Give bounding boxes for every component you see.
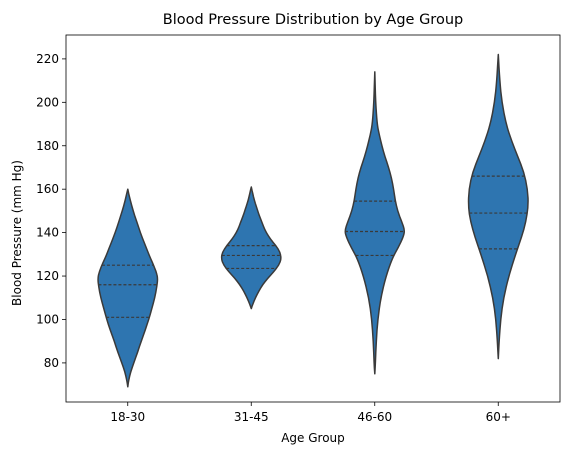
y-tick-label: 180 bbox=[36, 139, 59, 153]
y-axis-title: Blood Pressure (mm Hg) bbox=[10, 160, 24, 306]
violin-18-30 bbox=[97, 188, 159, 388]
x-tick-label: 31-45 bbox=[234, 410, 269, 424]
violin-46-60 bbox=[344, 71, 406, 375]
y-tick-label: 220 bbox=[36, 52, 59, 66]
y-tick-label: 160 bbox=[36, 182, 59, 196]
chart-title: Blood Pressure Distribution by Age Group bbox=[163, 12, 463, 28]
x-axis-title: Age Group bbox=[281, 431, 345, 445]
x-axis: 18-30 31-45 46-60 60+ bbox=[110, 402, 511, 424]
plot-frame bbox=[65, 34, 561, 403]
y-tick-label: 200 bbox=[36, 95, 59, 109]
y-axis: 80 100 120 140 160 180 200 220 bbox=[36, 52, 66, 370]
x-tick-label: 46-60 bbox=[357, 410, 392, 424]
y-tick-label: 120 bbox=[36, 269, 59, 283]
x-tick-label: 60+ bbox=[486, 410, 511, 424]
y-tick-label: 140 bbox=[36, 226, 59, 240]
quartile-lines bbox=[98, 175, 528, 318]
violin-layer bbox=[97, 53, 529, 388]
x-tick-label: 18-30 bbox=[110, 410, 145, 424]
y-tick-label: 100 bbox=[36, 312, 59, 326]
violin-31-45 bbox=[220, 186, 282, 310]
violin-60+ bbox=[467, 53, 529, 360]
y-tick-label: 80 bbox=[44, 356, 59, 370]
